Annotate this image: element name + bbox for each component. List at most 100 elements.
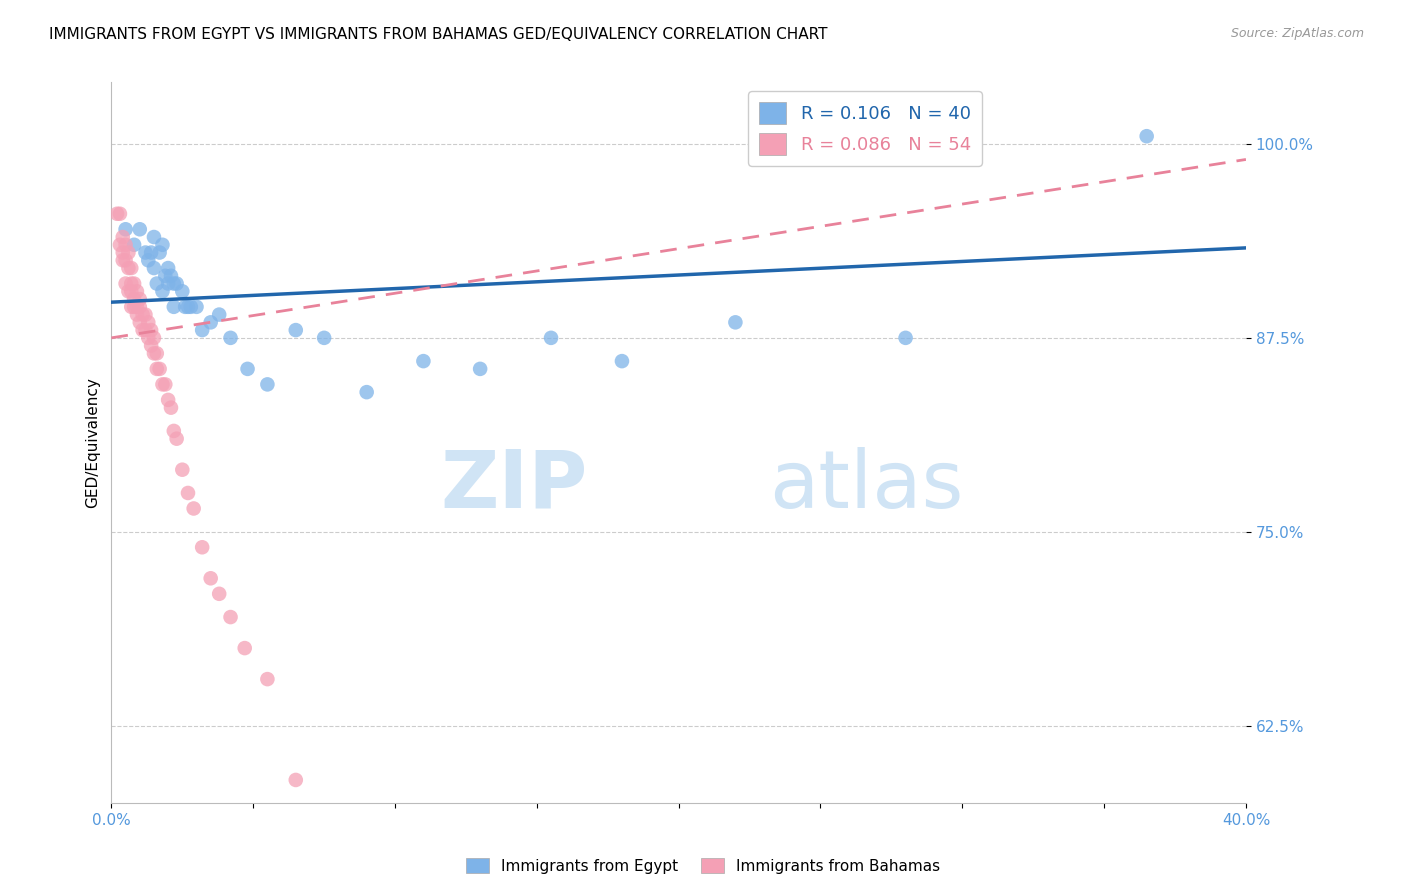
Point	[468, 362, 491, 376]
Text: atlas: atlas	[769, 447, 965, 524]
Point	[146, 277, 169, 291]
Point	[125, 285, 148, 299]
Point	[219, 331, 242, 345]
Point	[610, 354, 633, 368]
Point	[134, 323, 156, 337]
Point	[177, 486, 200, 500]
Point	[540, 331, 562, 345]
Point	[134, 245, 156, 260]
Point	[114, 253, 136, 268]
Point	[1136, 129, 1159, 144]
Point	[108, 207, 131, 221]
Point	[256, 672, 278, 686]
Point	[125, 308, 148, 322]
Point	[122, 237, 145, 252]
Point	[314, 331, 336, 345]
Point	[142, 346, 165, 360]
Point	[172, 285, 194, 299]
Point	[163, 424, 186, 438]
Point	[128, 300, 150, 314]
Point	[208, 587, 231, 601]
Point	[724, 315, 747, 329]
Point	[120, 300, 142, 314]
Point	[894, 331, 917, 345]
Point	[200, 571, 222, 585]
Point	[191, 323, 214, 337]
Point	[142, 261, 165, 276]
Point	[157, 392, 180, 407]
Point	[163, 300, 186, 314]
Point	[131, 308, 153, 322]
Point	[155, 377, 177, 392]
Point	[128, 222, 150, 236]
Point	[157, 277, 180, 291]
Point	[186, 300, 208, 314]
Point	[117, 285, 139, 299]
Point	[180, 300, 202, 314]
Point	[356, 385, 378, 400]
Point	[177, 300, 200, 314]
Point	[166, 277, 188, 291]
Point	[160, 401, 183, 415]
Point	[122, 277, 145, 291]
Point	[111, 245, 134, 260]
Point	[128, 315, 150, 329]
Point	[149, 362, 172, 376]
Point	[219, 610, 242, 624]
Point	[146, 362, 169, 376]
Text: Source: ZipAtlas.com: Source: ZipAtlas.com	[1230, 27, 1364, 40]
Point	[120, 261, 142, 276]
Point	[114, 277, 136, 291]
Point	[233, 641, 256, 656]
Point	[152, 377, 174, 392]
Point	[122, 292, 145, 306]
Point	[155, 268, 177, 283]
Y-axis label: GED/Equivalency: GED/Equivalency	[86, 377, 100, 508]
Point	[157, 261, 180, 276]
Legend: Immigrants from Egypt, Immigrants from Bahamas: Immigrants from Egypt, Immigrants from B…	[460, 852, 946, 880]
Point	[114, 222, 136, 236]
Point	[163, 277, 186, 291]
Point	[122, 300, 145, 314]
Point	[139, 245, 162, 260]
Point	[128, 292, 150, 306]
Point	[117, 245, 139, 260]
Point	[142, 331, 165, 345]
Legend: R = 0.106   N = 40, R = 0.086   N = 54: R = 0.106 N = 40, R = 0.086 N = 54	[748, 91, 981, 166]
Point	[125, 300, 148, 314]
Point	[256, 377, 278, 392]
Point	[191, 541, 214, 555]
Point	[152, 285, 174, 299]
Point	[105, 207, 128, 221]
Point	[284, 323, 307, 337]
Point	[152, 237, 174, 252]
Point	[120, 277, 142, 291]
Point	[200, 315, 222, 329]
Point	[412, 354, 434, 368]
Point	[136, 315, 159, 329]
Text: IMMIGRANTS FROM EGYPT VS IMMIGRANTS FROM BAHAMAS GED/EQUIVALENCY CORRELATION CHA: IMMIGRANTS FROM EGYPT VS IMMIGRANTS FROM…	[49, 27, 828, 42]
Point	[139, 338, 162, 352]
Point	[149, 245, 172, 260]
Point	[111, 230, 134, 244]
Point	[284, 772, 307, 787]
Point	[120, 285, 142, 299]
Point	[136, 253, 159, 268]
Point	[117, 261, 139, 276]
Point	[172, 463, 194, 477]
Point	[183, 501, 205, 516]
Point	[108, 237, 131, 252]
Point	[134, 308, 156, 322]
Point	[208, 308, 231, 322]
Point	[160, 268, 183, 283]
Point	[166, 432, 188, 446]
Point	[111, 253, 134, 268]
Point	[174, 300, 197, 314]
Point	[236, 362, 259, 376]
Point	[146, 346, 169, 360]
Text: ZIP: ZIP	[440, 447, 588, 524]
Point	[131, 323, 153, 337]
Point	[142, 230, 165, 244]
Point	[136, 331, 159, 345]
Point	[114, 237, 136, 252]
